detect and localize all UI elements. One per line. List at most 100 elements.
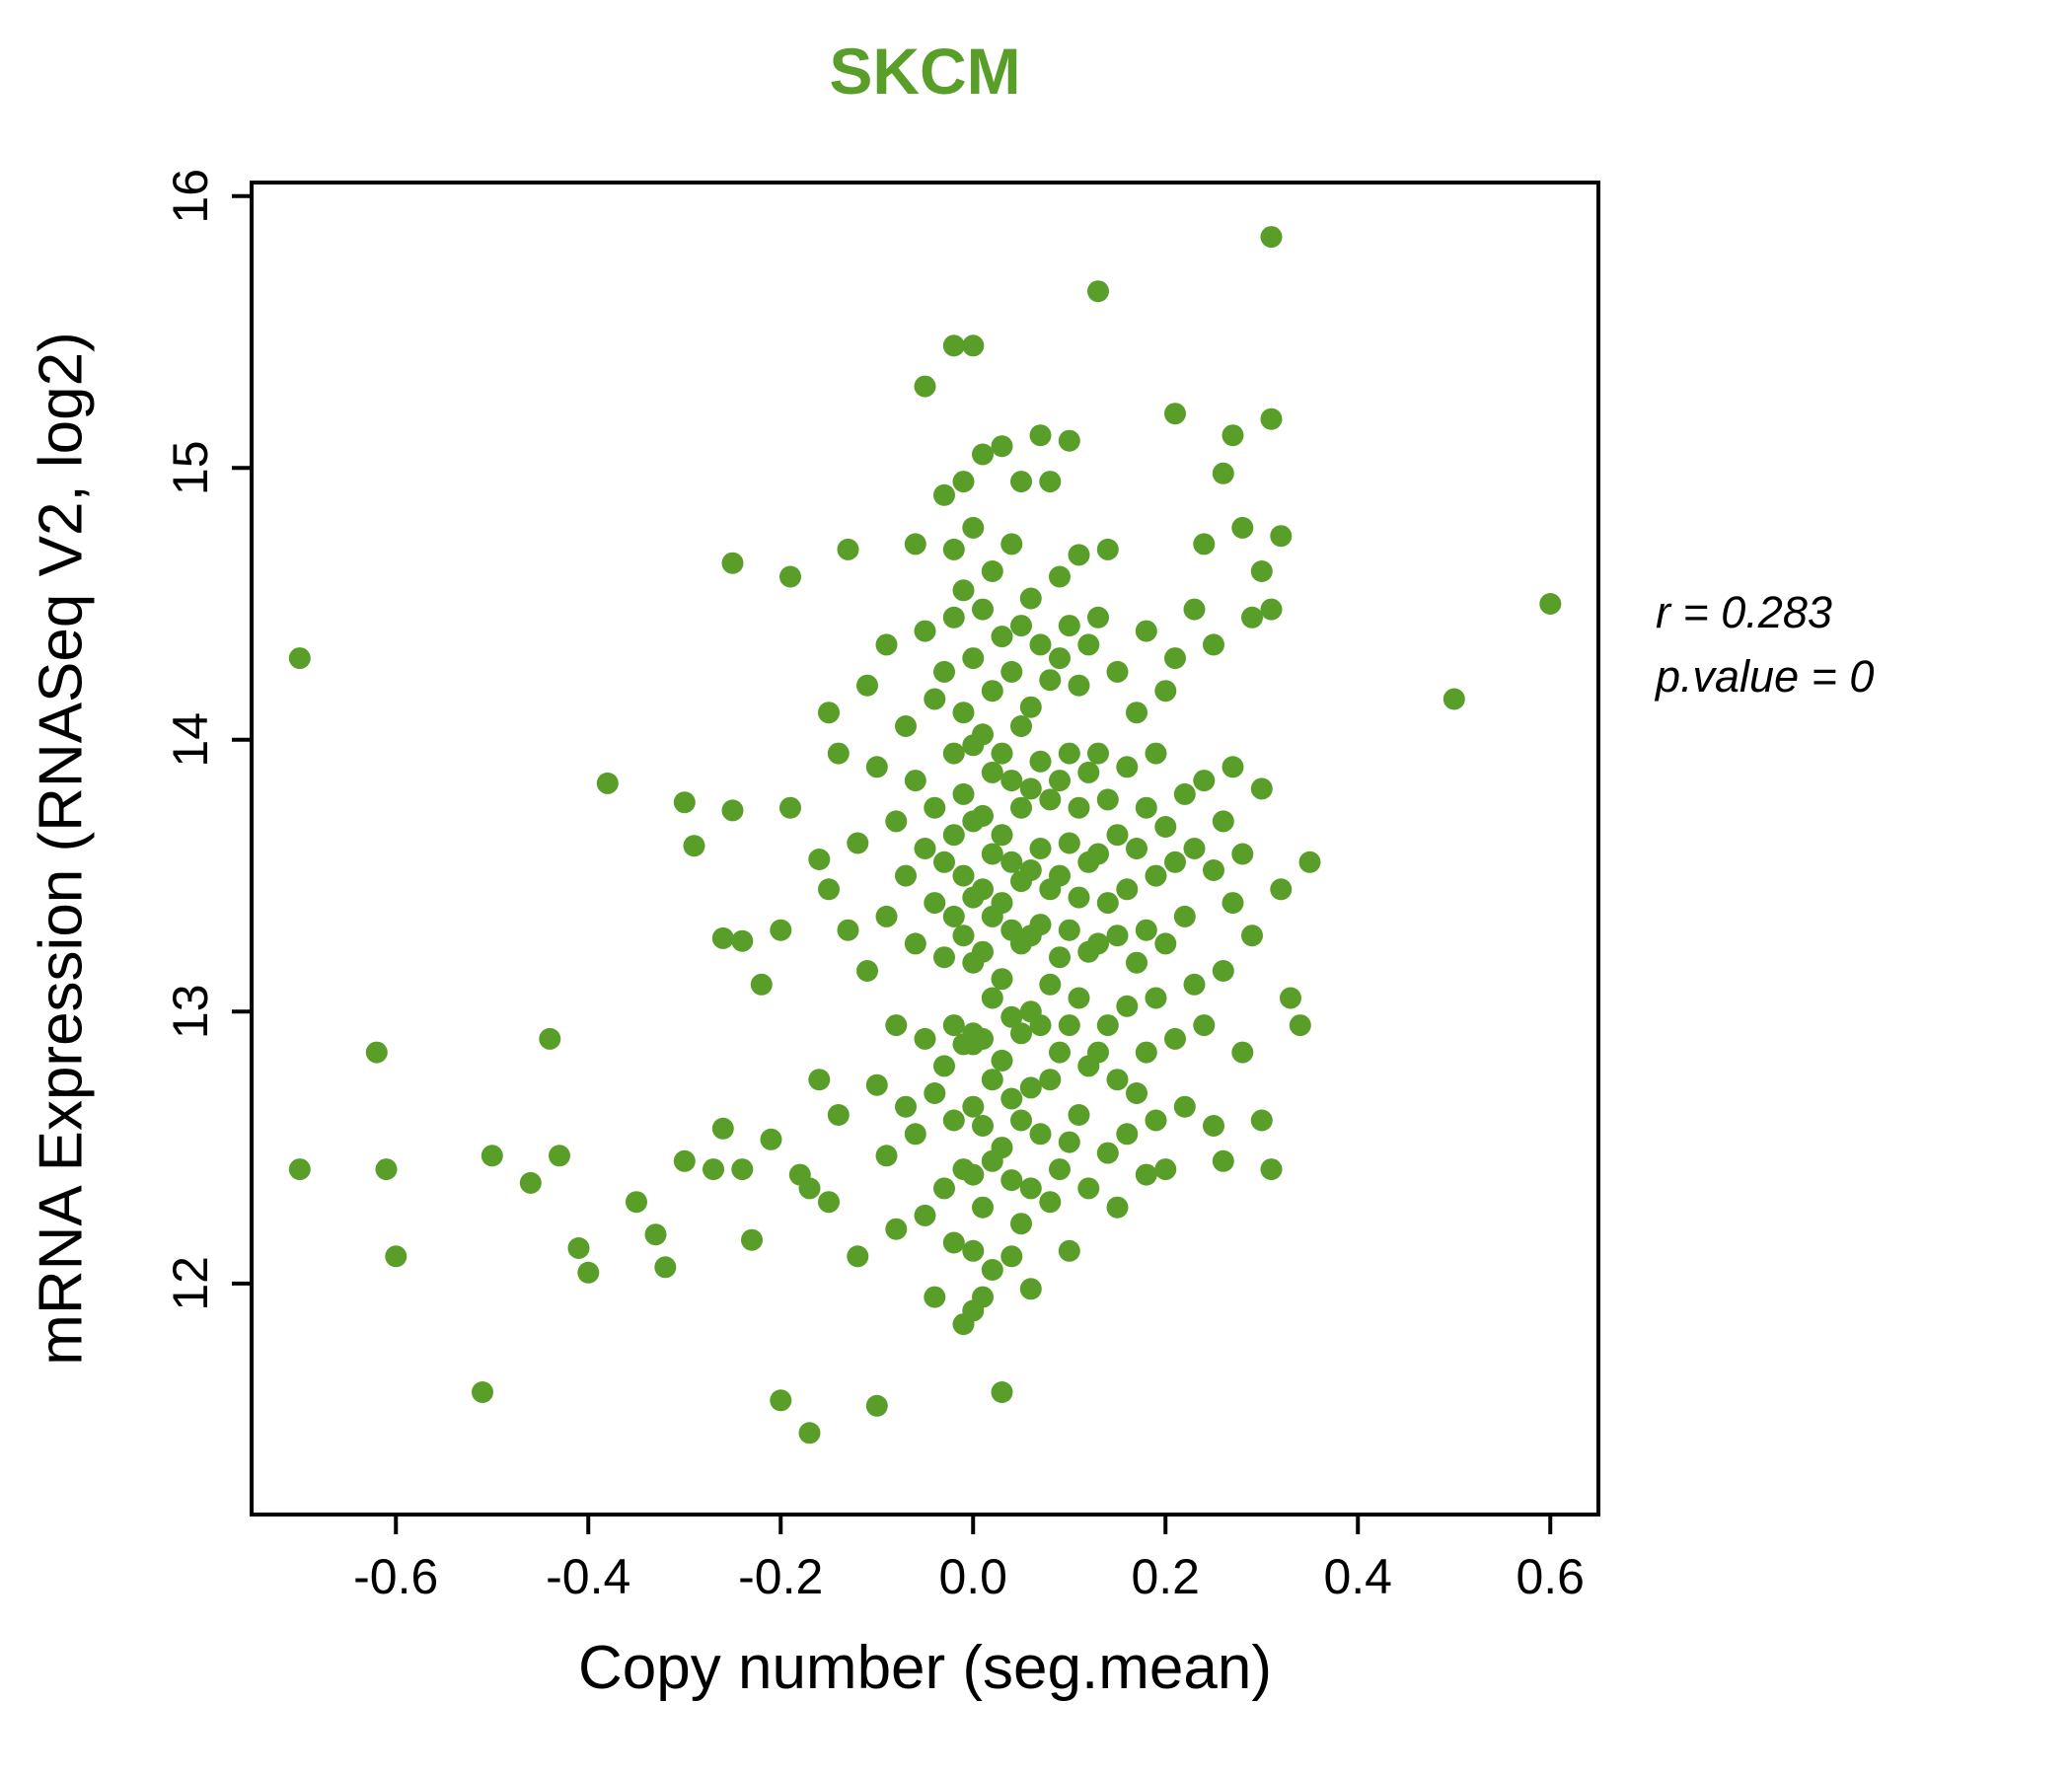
- data-point: [798, 1177, 821, 1200]
- data-point: [1280, 987, 1301, 1009]
- data-point: [942, 606, 965, 629]
- data-point: [365, 1041, 388, 1064]
- data-point: [827, 1104, 850, 1126]
- data-point: [1203, 859, 1224, 881]
- data-point: [1058, 742, 1080, 765]
- data-point: [895, 1095, 917, 1118]
- data-point: [1010, 715, 1032, 737]
- data-point: [703, 1158, 724, 1181]
- data-point: [1077, 633, 1100, 656]
- data-point: [856, 674, 878, 697]
- data-point: [1106, 1069, 1129, 1091]
- data-point: [1212, 462, 1234, 484]
- data-point: [991, 435, 1013, 458]
- data-point: [1193, 1014, 1216, 1037]
- data-point: [1096, 788, 1119, 811]
- data-point: [962, 1095, 985, 1118]
- data-point: [865, 756, 888, 778]
- data-point: [654, 1256, 677, 1279]
- y-axis-label: mRNA Expression (RNASeq V2, log2): [27, 332, 96, 1366]
- data-point: [952, 925, 975, 947]
- data-point: [1106, 925, 1129, 947]
- data-point: [933, 483, 955, 506]
- data-point: [1212, 810, 1234, 833]
- data-point: [1058, 1239, 1080, 1262]
- data-point: [770, 919, 792, 941]
- data-point: [981, 1259, 1003, 1281]
- data-point: [1135, 919, 1157, 941]
- data-point: [1039, 669, 1062, 692]
- data-point: [904, 1123, 926, 1146]
- data-point: [1116, 878, 1139, 901]
- data-point: [895, 864, 917, 887]
- data-point: [981, 761, 1003, 783]
- data-point: [1173, 782, 1196, 805]
- data-point: [1203, 1115, 1224, 1137]
- data-point: [818, 702, 840, 724]
- data-point: [933, 660, 955, 683]
- data-point: [962, 1239, 985, 1262]
- data-point: [1068, 987, 1090, 1009]
- data-point: [991, 968, 1013, 991]
- data-point: [962, 516, 985, 539]
- data-point: [942, 824, 965, 847]
- data-point: [952, 579, 975, 602]
- data-point: [1221, 424, 1244, 447]
- data-point: [1096, 538, 1119, 560]
- data-point: [1029, 424, 1052, 447]
- data-point: [626, 1191, 647, 1214]
- data-point: [1039, 788, 1062, 811]
- x-tick-label: 0.0: [938, 1549, 1007, 1604]
- data-point: [991, 626, 1013, 648]
- data-point: [1087, 843, 1109, 865]
- data-point: [885, 1014, 908, 1037]
- data-point: [865, 1073, 888, 1096]
- x-axis-label: Copy number (seg.mean): [578, 1634, 1272, 1702]
- data-point: [1241, 925, 1263, 947]
- data-point: [1231, 1041, 1254, 1064]
- data-point: [933, 1177, 955, 1200]
- data-point: [808, 1069, 831, 1091]
- data-point: [779, 796, 801, 819]
- data-point: [904, 770, 926, 792]
- data-point: [1135, 1041, 1157, 1064]
- data-point: [1039, 471, 1062, 493]
- data-point: [991, 1049, 1013, 1072]
- data-point: [644, 1223, 667, 1246]
- x-tick-label: 0.4: [1323, 1549, 1392, 1604]
- data-point: [1231, 843, 1254, 865]
- r-value-text: r = 0.283: [1656, 587, 1832, 637]
- y-tick-label: 14: [163, 712, 218, 768]
- data-point: [875, 633, 898, 656]
- data-point: [1010, 1213, 1032, 1235]
- y-tick-label: 16: [163, 169, 218, 224]
- data-point: [1068, 1104, 1090, 1126]
- data-point: [549, 1145, 570, 1167]
- data-point: [1019, 859, 1042, 881]
- data-point: [1443, 688, 1465, 710]
- data-point: [1087, 280, 1109, 303]
- x-tick-label: -0.6: [353, 1549, 438, 1604]
- data-point: [962, 647, 985, 670]
- data-point: [942, 538, 965, 560]
- data-point: [1164, 403, 1186, 425]
- data-point: [1049, 864, 1071, 887]
- data-point: [1173, 1095, 1196, 1118]
- data-point: [952, 471, 975, 493]
- data-point: [1250, 560, 1273, 582]
- data-point: [837, 538, 859, 560]
- data-point: [1058, 1014, 1080, 1037]
- data-point: [1145, 742, 1167, 765]
- data-point: [972, 878, 994, 901]
- data-point: [991, 824, 1013, 847]
- data-point: [924, 796, 946, 819]
- data-point: [1029, 914, 1052, 936]
- data-point: [1173, 905, 1196, 927]
- data-point: [924, 1082, 946, 1104]
- data-point: [731, 1158, 754, 1181]
- data-point: [1260, 226, 1283, 249]
- data-point: [1087, 606, 1109, 629]
- data-point: [914, 620, 936, 642]
- data-point: [1250, 1109, 1273, 1132]
